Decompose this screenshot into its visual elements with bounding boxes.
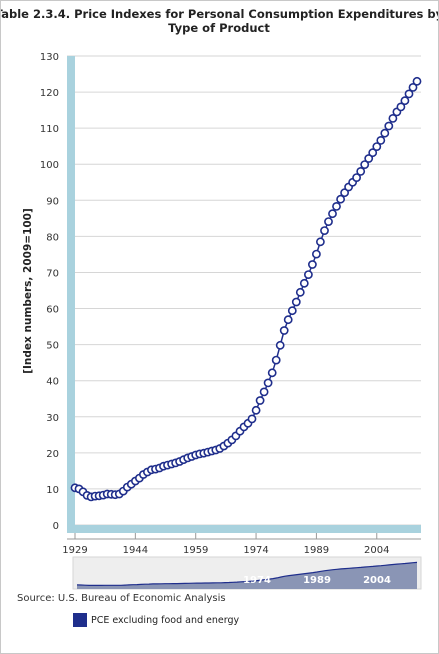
data-point — [396, 102, 406, 112]
data-point — [263, 378, 273, 388]
y-tick-label: 50 — [46, 341, 59, 352]
series-path — [74, 80, 418, 498]
data-point — [380, 128, 390, 138]
y-tick-label: 80 — [46, 232, 59, 243]
data-point — [279, 326, 289, 335]
data-point — [372, 142, 382, 151]
y-tick-label: 90 — [46, 196, 59, 207]
data-point — [295, 287, 305, 297]
data-point — [412, 76, 422, 86]
x-tick-label: 2004 — [364, 545, 389, 556]
data-point — [360, 160, 370, 169]
navigator-tick-label: 1974 — [243, 575, 271, 586]
y-tick-label: 0 — [53, 521, 59, 532]
y-tick-label: 60 — [46, 305, 59, 316]
data-point — [388, 114, 398, 123]
data-point — [400, 96, 410, 106]
legend-label: PCE excluding food and energy — [91, 614, 240, 626]
y-tick-label: 100 — [40, 160, 59, 171]
x-tick-label: 1929 — [62, 545, 87, 556]
grid — [67, 55, 421, 526]
data-point — [328, 209, 337, 219]
y-axis-band — [67, 56, 75, 529]
chart-title-line1: Table 2.3.4. Price Indexes for Personal … — [1, 7, 438, 21]
data-point — [303, 270, 313, 279]
data-point — [356, 166, 366, 176]
data-point — [408, 83, 418, 92]
x-tick-label: 1944 — [123, 545, 148, 556]
x-tick-label: 1959 — [183, 545, 208, 556]
data-point — [307, 260, 317, 269]
y-tick-label: 110 — [40, 124, 59, 135]
data-point — [287, 306, 297, 316]
data-point — [324, 217, 333, 226]
series-line — [70, 76, 422, 502]
data-point — [299, 278, 309, 288]
source-note: Source: U.S. Bureau of Economic Analysis — [17, 593, 226, 604]
data-point — [352, 173, 361, 182]
data-point — [376, 135, 386, 145]
y-axis-label: [Index numbers, 2009=100] — [22, 208, 34, 374]
data-point — [364, 154, 374, 163]
x-tick-label: 1974 — [243, 545, 268, 556]
x-tick-label: 1989 — [304, 545, 329, 556]
y-tick-label: 40 — [46, 377, 59, 388]
y-tick-label: 130 — [40, 52, 59, 63]
y-tick-label: 70 — [46, 268, 59, 279]
data-point — [311, 249, 321, 259]
y-tick-label: 20 — [46, 449, 59, 460]
y-tick-label: 30 — [46, 413, 59, 424]
navigator-area — [77, 562, 417, 589]
data-point — [315, 237, 325, 247]
navigator-tick-label: 2004 — [363, 575, 391, 586]
data-point — [320, 226, 329, 235]
data-point — [291, 297, 301, 307]
data-point — [267, 368, 277, 378]
data-point — [340, 188, 349, 198]
data-point — [368, 148, 378, 158]
data-point — [271, 355, 281, 365]
y-tick-label: 10 — [46, 485, 59, 496]
data-point — [404, 89, 414, 99]
navigator-tick-label: 1989 — [303, 575, 331, 586]
navigator-line — [76, 561, 418, 586]
legend[interactable]: PCE excluding food and energy — [73, 613, 239, 627]
legend-swatch — [73, 613, 87, 627]
range-navigator[interactable]: 1974 1989 2004 — [72, 556, 422, 590]
data-point — [336, 194, 345, 204]
data-point — [332, 201, 341, 211]
y-tick-label: 120 — [40, 88, 59, 99]
data-point — [283, 315, 293, 325]
data-point — [255, 396, 265, 405]
data-point — [259, 387, 269, 397]
data-point — [247, 414, 257, 424]
data-point — [251, 405, 261, 415]
axes: 0 10 20 30 40 50 60 70 80 90 100 110 120 130 1929 1944 1… — [40, 52, 421, 556]
data-point — [275, 340, 285, 350]
chart-title-line2: Type of Product — [168, 21, 270, 35]
x-axis-band — [67, 525, 421, 533]
data-point — [384, 121, 394, 131]
